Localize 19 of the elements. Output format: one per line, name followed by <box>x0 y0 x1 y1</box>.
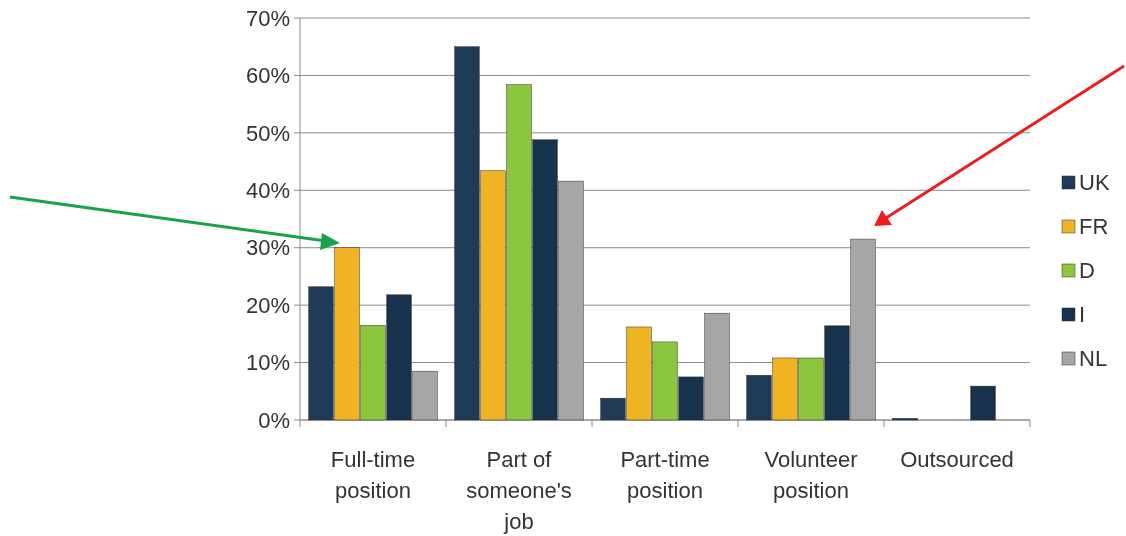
y-tick-label: 60% <box>245 63 290 89</box>
x-tick-label: Part of someone's job <box>466 447 572 534</box>
legend-label: I <box>1079 301 1086 327</box>
x-tick-label: Part-time position <box>620 447 710 503</box>
x-tick-label: Volunteer position <box>764 447 858 503</box>
y-tick-label: 30% <box>245 235 290 261</box>
x-tick-label: Full-time position <box>330 447 416 503</box>
y-tick-label: 70% <box>245 5 290 31</box>
y-tick-label: 0% <box>258 407 290 433</box>
y-tick-label: 40% <box>245 177 290 203</box>
legend-label: UK <box>1079 169 1110 195</box>
legend-label: D <box>1079 257 1095 283</box>
y-tick-label: 10% <box>245 350 290 376</box>
legend-label: NL <box>1079 345 1108 371</box>
y-tick-label: 50% <box>245 120 290 146</box>
y-tick-label: 20% <box>245 292 290 318</box>
bar <box>970 385 996 421</box>
x-tick-label: Outsourced <box>900 447 1014 472</box>
legend-label: FR <box>1079 213 1109 239</box>
